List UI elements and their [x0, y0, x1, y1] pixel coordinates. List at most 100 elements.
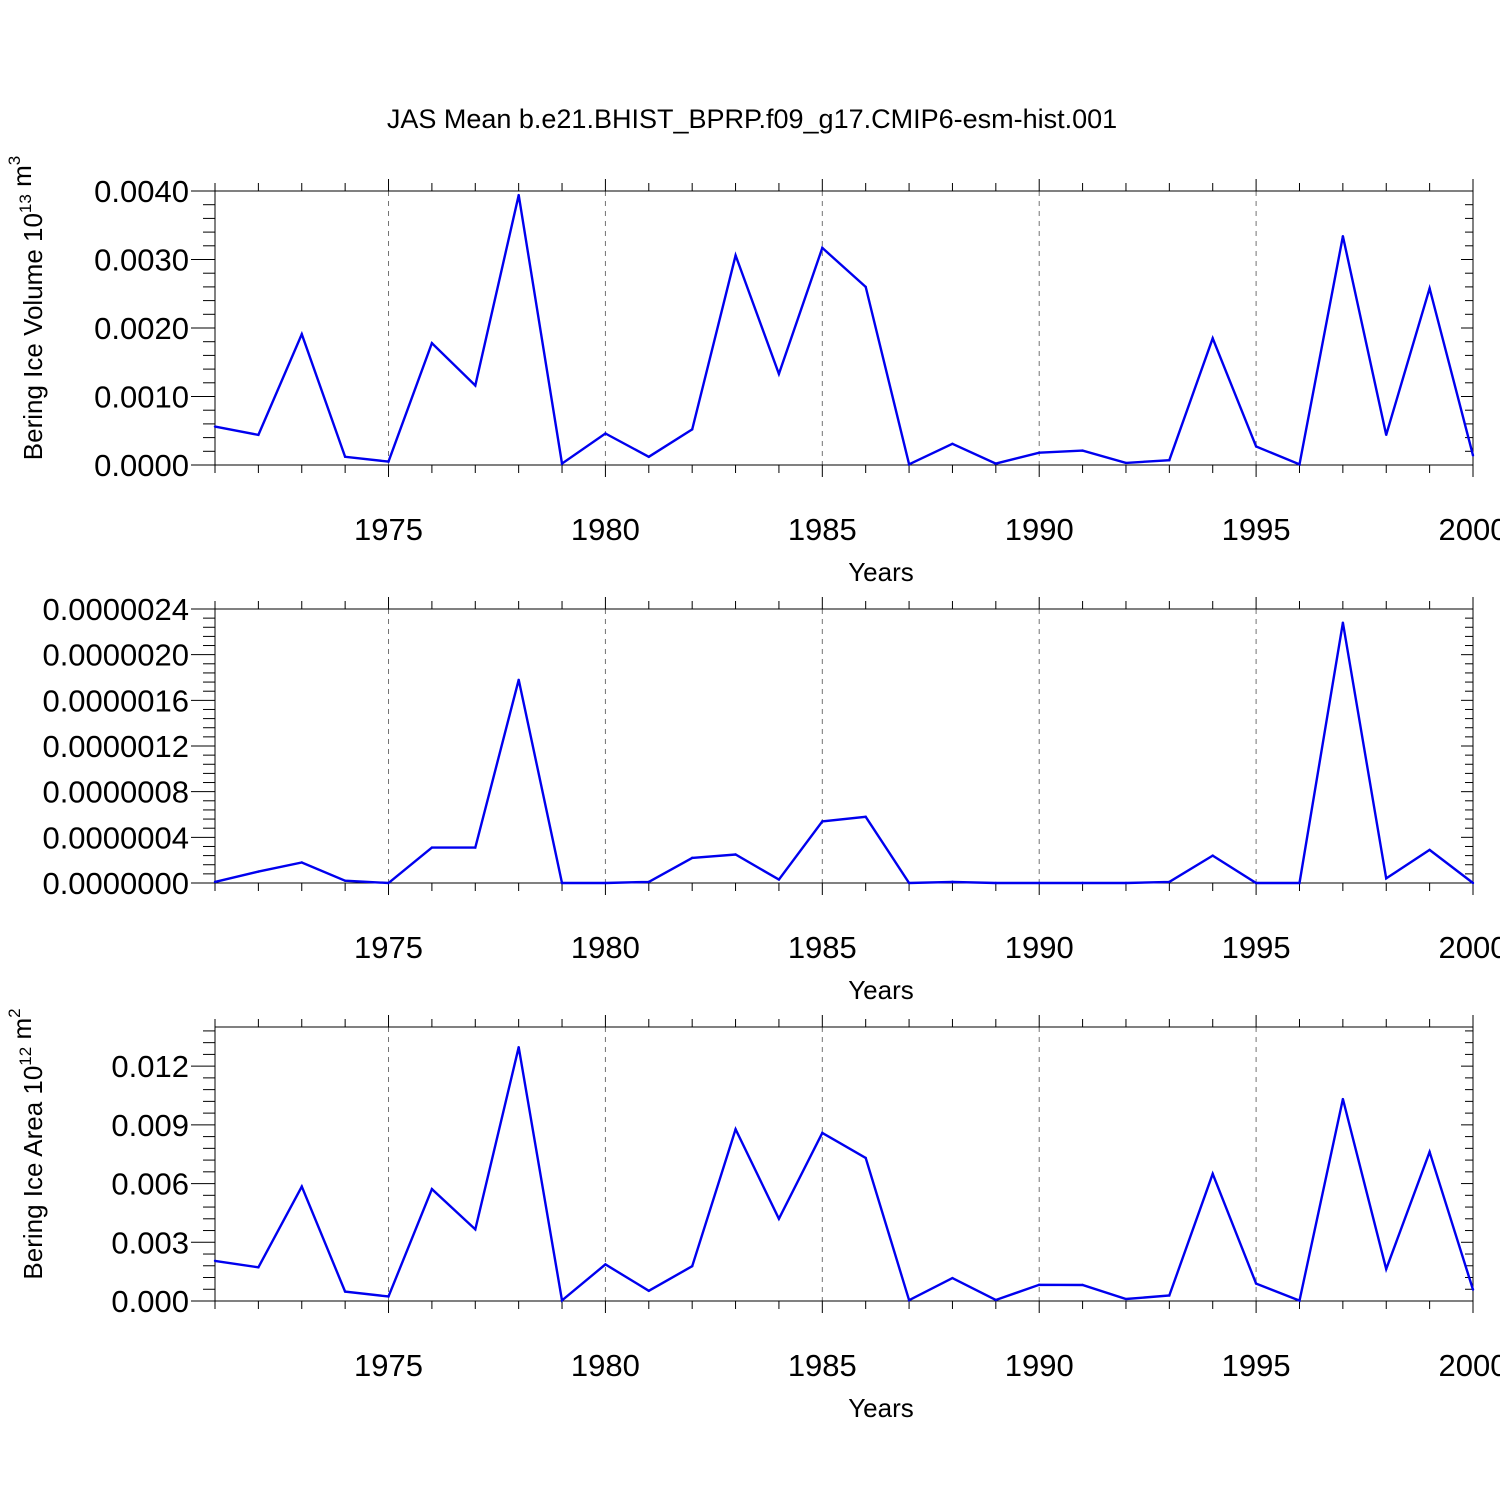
data-point [560, 881, 564, 885]
y-tick-label: 0.0000020 [42, 638, 189, 673]
data-point [604, 432, 607, 435]
data-point [1471, 881, 1475, 885]
x-tick-label: 1980 [571, 1348, 640, 1383]
data-point [994, 462, 998, 465]
data-point [1168, 1294, 1171, 1297]
data-point [647, 1289, 650, 1293]
x-tick-label: 2000 [1439, 512, 1500, 547]
data-point [300, 1185, 303, 1188]
data-point [690, 1264, 694, 1268]
data-point [864, 285, 867, 289]
data-point [1298, 1299, 1301, 1302]
y-axis-label: Bering Ice Volume 1013 m3 [5, 156, 48, 460]
data-point [474, 846, 477, 849]
panel-3: 1975 1980 1985 1990 1995 2000 0.000 0.003 0.006 0… [5, 1008, 1500, 1423]
data-point [1254, 1282, 1258, 1285]
data-point [474, 384, 477, 387]
data-point [777, 1217, 781, 1221]
data-point [777, 372, 781, 376]
data-point [1168, 880, 1171, 884]
x-tick-label: 1990 [1005, 1348, 1074, 1383]
data-point [1038, 881, 1041, 885]
data-point [734, 853, 737, 856]
data-point [213, 880, 217, 884]
x-tick-label: 2000 [1439, 1348, 1500, 1383]
data-point [1124, 1297, 1128, 1301]
data-point [560, 1299, 564, 1302]
figure-title: JAS Mean b.e21.BHIST_BPRP.f09_g17.CMIP6-… [387, 104, 1117, 134]
y-tick-label: 0.0040 [94, 174, 189, 209]
x-tick-label: 1975 [354, 930, 423, 965]
series-line [214, 622, 1474, 885]
x-tick-label: 1995 [1222, 930, 1291, 965]
x-tick-label: 1990 [1005, 512, 1074, 547]
data-point [1385, 433, 1388, 437]
plot-frame [214, 1026, 1474, 1302]
data-point [1341, 235, 1345, 238]
y-tick-label: 0.006 [111, 1167, 189, 1202]
data-point [517, 678, 520, 681]
data-point [690, 856, 694, 860]
data-point [1341, 621, 1345, 624]
y-tick-label: 0.0010 [94, 380, 189, 415]
x-axis-label: Years [848, 557, 914, 587]
data-point [604, 881, 607, 885]
data-point [387, 881, 390, 885]
data-point [430, 1187, 434, 1191]
data-point [300, 332, 303, 336]
data-point [1298, 881, 1301, 885]
data-point [1081, 1283, 1084, 1287]
data-point [474, 1228, 477, 1231]
data-point [343, 455, 347, 458]
y-tick-label: 0.009 [111, 1108, 189, 1143]
x-tick-label: 1980 [571, 512, 640, 547]
data-point [343, 879, 347, 882]
data-point [1211, 337, 1214, 340]
data-point [907, 881, 911, 885]
data-point [907, 1299, 911, 1302]
x-tick-label: 1995 [1222, 512, 1291, 547]
data-point [994, 881, 998, 885]
data-point [1211, 1172, 1214, 1175]
data-point [213, 1259, 217, 1263]
data-point [1168, 459, 1171, 462]
y-tick-label: 0.0000 [94, 448, 189, 483]
data-point [647, 880, 650, 884]
data-point [1471, 1288, 1475, 1291]
data-point [1428, 848, 1431, 852]
y-tick-label: 0.0000008 [42, 775, 189, 810]
data-point [994, 1298, 998, 1302]
data-point [213, 425, 217, 428]
x-tick-label: 1975 [354, 512, 423, 547]
y-axis-label-superscript: 12 [16, 1047, 35, 1066]
data-point [517, 1045, 520, 1049]
data-point [1038, 451, 1041, 454]
data-point [257, 433, 260, 437]
data-point [821, 820, 824, 823]
x-tick-label: 2000 [1439, 930, 1500, 965]
x-tick-label: 1985 [788, 512, 857, 547]
x-axis-label: Years [848, 1393, 914, 1423]
y-axis-label-part: m [7, 165, 37, 194]
data-point [300, 861, 303, 864]
data-point [517, 193, 520, 197]
data-point [1081, 449, 1084, 452]
series-line [214, 1046, 1475, 1303]
data-point [734, 1127, 737, 1131]
y-axis-label-superscript: 13 [16, 194, 35, 213]
data-point [1254, 881, 1258, 885]
data-point [821, 1131, 824, 1135]
data-point [1081, 881, 1084, 885]
data-point [430, 846, 434, 849]
data-point [907, 463, 911, 466]
data-point [257, 1266, 260, 1269]
x-tick-label: 1995 [1222, 1348, 1291, 1383]
y-axis-label: Bering Ice Area 1012 m2 [5, 1008, 48, 1279]
data-point [951, 1276, 954, 1280]
data-point [1254, 445, 1258, 448]
data-point [343, 1290, 347, 1293]
data-point [1385, 877, 1388, 880]
data-point [647, 455, 650, 458]
x-tick-label: 1980 [571, 930, 640, 965]
data-point [1428, 1150, 1431, 1154]
